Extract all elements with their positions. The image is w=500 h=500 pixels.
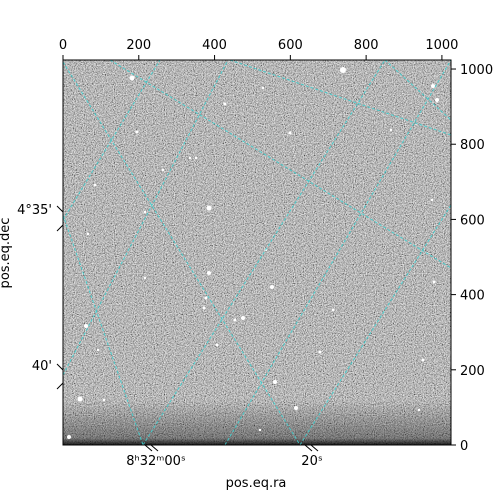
- star-9: [188, 156, 192, 160]
- top-tick-label-3: 600: [278, 38, 303, 53]
- y-axis-title: pos.eq.dec: [0, 218, 13, 289]
- star-37: [67, 435, 71, 439]
- sky-image: [63, 60, 451, 445]
- star-14: [143, 210, 147, 214]
- star-5: [261, 86, 265, 90]
- star-7: [288, 131, 292, 135]
- star-32: [273, 380, 277, 384]
- top-tick-label-4: 800: [354, 38, 379, 53]
- star-3: [435, 98, 439, 102]
- plot-frame: [62, 59, 452, 446]
- star-27: [331, 308, 335, 312]
- star-20: [143, 276, 147, 280]
- right-tick-label-0: 0: [460, 439, 468, 454]
- star-29: [318, 350, 322, 354]
- star-15: [86, 232, 90, 236]
- star-13: [206, 205, 212, 211]
- star-4: [223, 102, 227, 106]
- right-tick-label-5: 1000: [460, 63, 493, 78]
- top-tick-label-5: 1000: [425, 38, 458, 53]
- star-34: [102, 398, 106, 402]
- coordinate-grid: [63, 60, 451, 445]
- right-tick-label-3: 600: [460, 213, 485, 228]
- right-tick-label-4: 800: [460, 138, 485, 153]
- star-12: [93, 183, 97, 187]
- right-tick-label-2: 400: [460, 289, 485, 304]
- x-axis-title: pos.eq.ra: [226, 476, 287, 491]
- star-38: [258, 428, 262, 432]
- ra-tick-label-0: 8ʰ32ᵐ00ˢ: [126, 454, 186, 469]
- stars-layer: [67, 67, 439, 439]
- star-28: [215, 343, 219, 347]
- ra-axis: 8ʰ32ᵐ00ˢ 20ˢ: [126, 444, 323, 469]
- star-0: [129, 75, 135, 81]
- star-10: [194, 156, 198, 160]
- star-26: [84, 324, 88, 328]
- star-36: [417, 408, 421, 412]
- grid-line-1: [63, 214, 144, 445]
- star-18: [207, 271, 211, 275]
- star-16: [430, 198, 434, 202]
- right-tick-label-1: 200: [460, 364, 485, 379]
- star-23: [202, 306, 206, 310]
- grid-line-3: [229, 60, 451, 136]
- top-tick-label-0: 0: [59, 38, 67, 53]
- grid-line-6: [63, 60, 161, 221]
- star-1: [340, 67, 346, 73]
- star-8: [389, 128, 393, 132]
- grid-line-5: [63, 60, 229, 376]
- dec-tick-label-1: 40': [32, 359, 52, 374]
- star-6: [135, 130, 139, 134]
- star-22: [204, 296, 208, 300]
- star-2: [431, 84, 435, 88]
- star-21: [432, 280, 436, 284]
- right-pixel-axis: 0 200 400 600 800 1000: [451, 63, 493, 454]
- grid-line-7: [142, 60, 386, 445]
- star-30: [421, 358, 425, 362]
- star-24: [241, 316, 245, 320]
- star-11: [161, 168, 165, 172]
- star-35: [294, 406, 298, 410]
- top-tick-label-2: 400: [202, 38, 227, 53]
- star-19: [270, 285, 274, 289]
- top-pixel-axis: 0 200 400 600 800 1000: [59, 38, 458, 60]
- top-tick-label-1: 200: [126, 38, 151, 53]
- grid-line-0: [63, 61, 301, 445]
- star-25: [233, 318, 237, 322]
- grid-line-9: [224, 60, 451, 445]
- dec-axis: 4°35' 40': [17, 203, 64, 390]
- star-31: [96, 348, 100, 352]
- dec-tick-label-0: 4°35': [17, 203, 52, 218]
- grid-line-8: [299, 204, 451, 445]
- star-33: [77, 396, 83, 402]
- grid-line-2: [109, 60, 451, 269]
- ra-tick-label-1: 20ˢ: [301, 454, 323, 469]
